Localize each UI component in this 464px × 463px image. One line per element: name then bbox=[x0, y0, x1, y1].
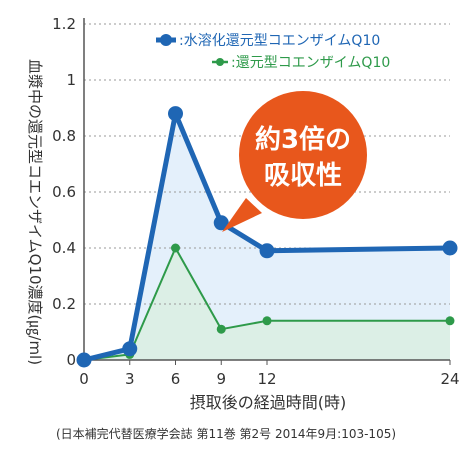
x-tick-label: 0 bbox=[79, 370, 89, 388]
x-tick-labels: 0 3 6 9 12 24 bbox=[79, 370, 459, 388]
legend: :水溶化還元型コエンザイムQ10 :還元型コエンザイムQ10 bbox=[156, 33, 390, 71]
annotation-text-line-2: 吸収性 bbox=[264, 161, 342, 191]
y-axis-label: 血漿中の還元型コエンザイムQ10濃度(㎍/ml) bbox=[26, 59, 44, 365]
series-fills bbox=[84, 113, 450, 360]
series-2-point bbox=[171, 243, 180, 253]
series-2-point bbox=[216, 324, 226, 334]
y-tick-labels: 0 0.2 0.4 0.6 0.8 1 1.2 bbox=[52, 15, 76, 369]
annotation-bubble-circle bbox=[239, 91, 367, 219]
series-1-point bbox=[76, 352, 92, 368]
y-tick-label: 0.8 bbox=[52, 127, 76, 145]
annotation-bubble: 約3倍の 吸収性 bbox=[222, 91, 367, 232]
series-line-2 bbox=[83, 247, 450, 361]
series-2-point bbox=[445, 316, 455, 326]
legend-label-series-1: :水溶化還元型コエンザイムQ10 bbox=[179, 33, 380, 49]
x-tick-label: 12 bbox=[257, 370, 276, 388]
legend-entry-water-soluble: :水溶化還元型コエンザイムQ10 bbox=[156, 33, 380, 49]
y-tick-label: 1 bbox=[66, 71, 76, 89]
y-tick-label: 0.2 bbox=[52, 295, 76, 313]
x-tick-label: 24 bbox=[440, 370, 459, 388]
annotation-text-line-1: 約3倍の bbox=[255, 124, 351, 155]
series-1-point bbox=[442, 240, 458, 256]
y-tick-label: 0.4 bbox=[52, 239, 76, 257]
x-axis-label: 摂取後の経過時間(時) bbox=[190, 393, 347, 412]
x-tick-label: 6 bbox=[171, 370, 181, 388]
series-2-point bbox=[262, 316, 272, 326]
annotation-bubble-shape bbox=[222, 198, 262, 232]
axes bbox=[83, 18, 451, 365]
series-1-point bbox=[122, 341, 138, 357]
series-line-1 bbox=[83, 111, 451, 363]
y-tick-label: 0.6 bbox=[52, 183, 76, 201]
series-1-point bbox=[259, 243, 275, 259]
series-1-point bbox=[168, 106, 183, 122]
series-1-point bbox=[213, 215, 229, 231]
legend-marker-series-1 bbox=[160, 34, 172, 46]
series-lines bbox=[83, 111, 451, 363]
source-citation: (日本補完代替医療学会誌 第11巻 第2号 2014年9月:103-105) bbox=[56, 426, 396, 441]
y-tick-label: 1.2 bbox=[52, 15, 76, 33]
series-fill-2 bbox=[84, 248, 450, 360]
x-tick-label: 3 bbox=[125, 370, 135, 388]
series-points bbox=[76, 106, 458, 368]
legend-entry-reduced: :還元型コエンザイムQ10 bbox=[212, 55, 390, 71]
y-tick-label: 0 bbox=[66, 351, 76, 369]
legend-label-series-2: :還元型コエンザイムQ10 bbox=[231, 55, 390, 71]
x-tick-label: 9 bbox=[216, 370, 226, 388]
legend-marker-series-2 bbox=[216, 58, 224, 66]
